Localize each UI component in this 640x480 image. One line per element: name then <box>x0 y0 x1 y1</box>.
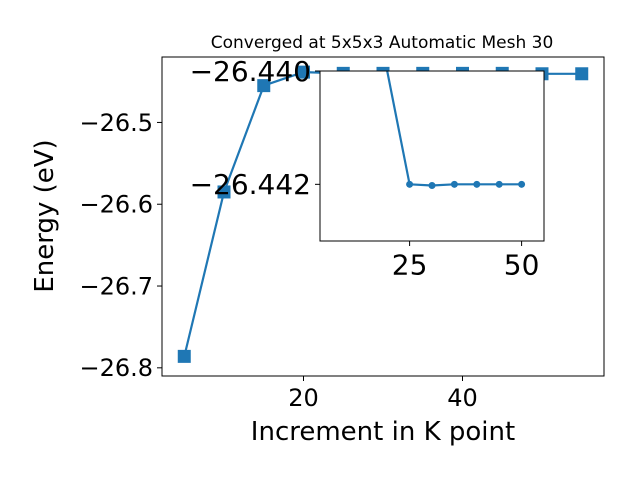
inset-data-point <box>518 180 526 188</box>
main-y-ticks: −26.8 −26.7 −26.6 −26.5 <box>79 109 162 382</box>
inset-data-point <box>450 180 458 188</box>
main-data-point <box>177 349 191 363</box>
inset-data-point <box>428 181 436 189</box>
inset-plot: −26.442 −26.440 25 50 <box>190 55 545 282</box>
inset-y-tick-label: −26.440 <box>190 55 311 88</box>
main-data-point <box>217 185 231 199</box>
inset-background <box>320 71 544 241</box>
main-data-point <box>257 79 271 93</box>
main-x-ticks: 20 40 <box>288 376 478 412</box>
main-y-tick-label: −26.7 <box>79 272 153 300</box>
inset-y-tick-label: −26.442 <box>190 168 311 201</box>
x-axis-label: Increment in K point <box>251 417 515 447</box>
inset-data-point <box>406 180 414 188</box>
inset-series-group <box>386 69 526 189</box>
main-data-point <box>575 67 589 81</box>
inset-x-tick-label: 50 <box>504 249 540 282</box>
chart-title: Converged at 5x5x3 Automatic Mesh 30 <box>211 33 554 53</box>
inset-x-tick-label: 25 <box>392 249 428 282</box>
main-plot-frame <box>161 56 605 377</box>
main-y-tick-label: −26.8 <box>79 354 153 382</box>
main-data-point <box>297 65 311 79</box>
main-y-tick-label: −26.5 <box>79 109 153 137</box>
inset-data-point <box>473 180 481 188</box>
inset-x-ticks: 25 50 <box>392 241 540 282</box>
main-y-tick-label: −26.6 <box>79 191 153 219</box>
y-axis-label: Energy (eV) <box>30 139 60 292</box>
inset-data-point <box>495 180 503 188</box>
inset-y-ticks: −26.442 −26.440 <box>190 55 320 201</box>
inset-plot-frame <box>319 70 545 242</box>
main-x-tick-label: 20 <box>288 384 319 412</box>
main-x-tick-label: 40 <box>447 384 478 412</box>
